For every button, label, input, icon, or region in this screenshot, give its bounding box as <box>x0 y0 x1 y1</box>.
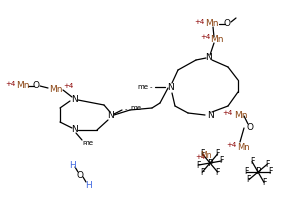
Text: F: F <box>220 156 224 165</box>
Text: P: P <box>255 167 261 177</box>
Text: F: F <box>196 160 200 170</box>
Text: F: F <box>250 157 254 166</box>
Text: Mn: Mn <box>210 35 224 45</box>
Text: N: N <box>205 53 211 63</box>
Text: me: me <box>82 140 93 146</box>
Text: F: F <box>215 168 220 177</box>
Text: +4: +4 <box>195 154 205 160</box>
Text: +4: +4 <box>63 83 73 89</box>
Text: Mn: Mn <box>205 20 218 28</box>
Text: Mn: Mn <box>200 151 211 159</box>
Text: O: O <box>247 123 254 131</box>
Text: -: - <box>125 106 127 112</box>
Text: F: F <box>244 167 248 177</box>
Text: +4: +4 <box>5 81 15 87</box>
Text: H: H <box>68 160 75 170</box>
Text: Mn: Mn <box>49 85 62 95</box>
Text: F: F <box>200 168 205 177</box>
Text: O: O <box>32 81 39 91</box>
Text: me: me <box>137 84 148 90</box>
Text: +4: +4 <box>222 110 232 116</box>
Text: -: - <box>150 84 152 90</box>
Text: Mn: Mn <box>16 81 29 91</box>
Text: +4: +4 <box>226 142 236 148</box>
Text: Mn: Mn <box>234 110 248 120</box>
Text: F: F <box>215 149 220 158</box>
Text: F: F <box>262 178 266 187</box>
Text: O: O <box>224 20 231 28</box>
Text: N: N <box>71 126 77 134</box>
Text: me: me <box>130 105 141 111</box>
Text: N: N <box>167 82 173 92</box>
Text: F: F <box>200 149 205 158</box>
Text: +4: +4 <box>194 19 204 25</box>
Text: N: N <box>207 110 213 120</box>
Text: N: N <box>71 95 77 103</box>
Text: -: - <box>84 140 86 146</box>
Text: N: N <box>107 112 113 120</box>
Text: O: O <box>76 170 84 180</box>
Text: P: P <box>207 159 213 167</box>
Text: +4: +4 <box>200 34 210 40</box>
Text: Mn: Mn <box>237 144 250 152</box>
Text: H: H <box>85 180 92 190</box>
Text: F: F <box>268 167 272 177</box>
Text: F: F <box>265 160 269 169</box>
Text: F: F <box>247 175 251 184</box>
